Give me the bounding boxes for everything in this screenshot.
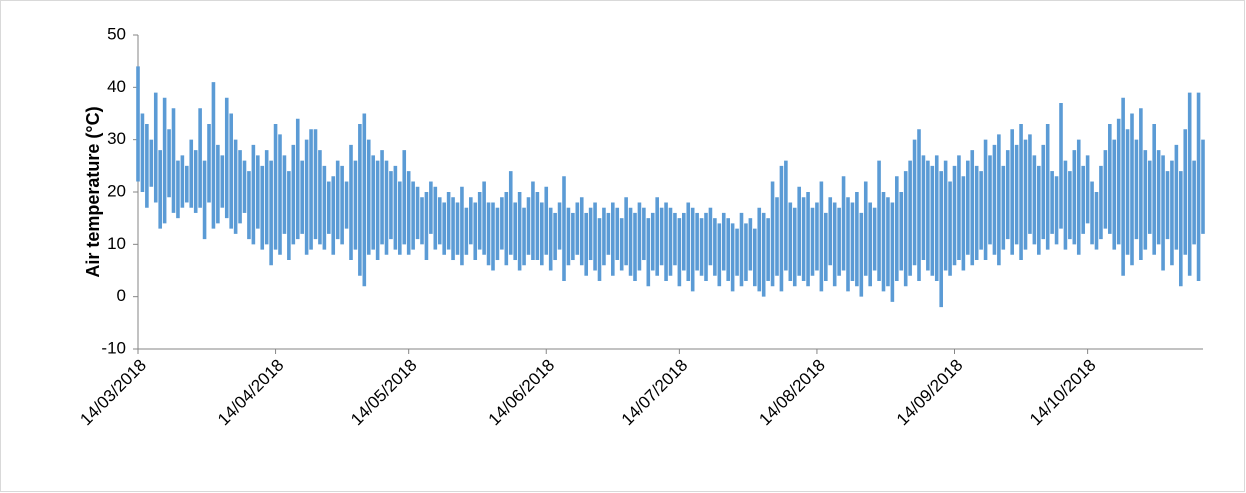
y-tick-label: 0 bbox=[117, 286, 126, 305]
y-axis-label: Air temperature (°C) bbox=[83, 106, 103, 277]
y-tick-label: 20 bbox=[107, 181, 126, 200]
y-tick-label: 50 bbox=[107, 24, 126, 43]
y-tick-label: 10 bbox=[107, 234, 126, 253]
y-tick-label: 30 bbox=[107, 129, 126, 148]
y-tick-label: 40 bbox=[107, 77, 126, 96]
y-tick-label: -10 bbox=[101, 338, 126, 357]
